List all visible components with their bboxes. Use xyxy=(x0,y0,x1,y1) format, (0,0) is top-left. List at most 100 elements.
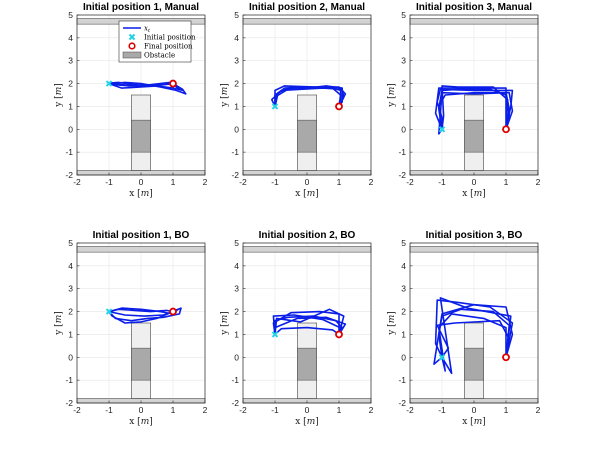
legend-label-final: Final position xyxy=(144,43,193,51)
y-tick-label: 3 xyxy=(401,284,406,294)
x-tick-label: -1 xyxy=(271,405,279,415)
y-tick-label: 0 xyxy=(401,352,406,362)
trajectory-series-4 xyxy=(274,87,342,108)
y-tick-label: -2 xyxy=(231,398,239,408)
subplot-title: Initial position 3, BO xyxy=(426,230,523,241)
x-tick-label: -1 xyxy=(105,405,113,415)
final-position-marker xyxy=(169,307,177,316)
subplot-title: Initial position 2, Manual xyxy=(249,2,365,13)
y-tick-label: 1 xyxy=(234,329,239,339)
y-tick-label: 2 xyxy=(234,79,239,89)
trajectory-series-3 xyxy=(108,310,174,324)
trajectory-series-2 xyxy=(434,87,507,131)
x-axis-label: x [m] xyxy=(462,417,486,427)
x-tick-label: -2 xyxy=(73,177,81,187)
final-position-marker xyxy=(502,353,510,362)
y-tick-label: 3 xyxy=(401,56,406,66)
wall xyxy=(409,246,539,253)
y-tick-label: -2 xyxy=(398,398,406,408)
trajectory-series-3 xyxy=(108,82,184,92)
y-tick-label: -1 xyxy=(398,375,406,385)
initial-position-marker xyxy=(105,80,113,87)
x-axis-label: x [m] xyxy=(295,189,319,199)
trajectory-series-5 xyxy=(108,310,174,317)
y-tick-label: 3 xyxy=(234,284,239,294)
trajectory-series-6 xyxy=(272,314,344,336)
x-tick-label: 0 xyxy=(305,177,310,187)
trajectory-series-4 xyxy=(433,303,514,365)
y-tick-label: -1 xyxy=(231,147,239,157)
obstacle-core xyxy=(297,119,317,153)
y-tick-label: 0 xyxy=(234,124,239,134)
y-tick-label: 2 xyxy=(234,307,239,317)
x-tick-label: 1 xyxy=(504,405,509,415)
y-axis-label: y [m] xyxy=(54,311,64,336)
legend-label-trajectory: xt xyxy=(144,25,151,35)
x-axis-label: x [m] xyxy=(129,189,153,199)
y-tick-label: 4 xyxy=(68,33,73,43)
y-tick-label: 2 xyxy=(68,79,73,89)
y-tick-label: -1 xyxy=(65,375,73,385)
y-tick-label: 4 xyxy=(401,261,406,271)
obstacle-core xyxy=(464,347,484,381)
y-tick-label: 0 xyxy=(401,124,406,134)
x-tick-label: 1 xyxy=(337,177,342,187)
subplot-6: -2 -1 0 1 2 -2 -1 0 1 2 3 4 5 Initial position 3, BO x… xyxy=(387,230,541,427)
y-tick-label: 4 xyxy=(68,261,73,271)
x-tick-label: 0 xyxy=(139,405,144,415)
final-position-marker xyxy=(335,330,343,339)
legend-label-initial: Initial position xyxy=(144,34,196,42)
initial-position-marker xyxy=(105,308,113,315)
trajectory-series-4 xyxy=(108,81,187,95)
trajectory-series-4 xyxy=(437,91,514,131)
subplot-title: Initial position 1, BO xyxy=(93,230,190,241)
y-tick-label: 1 xyxy=(401,101,406,111)
subplot-title: Initial position 3, Manual xyxy=(416,2,532,13)
trajectory-series-4 xyxy=(274,308,345,336)
y-tick-label: 1 xyxy=(401,329,406,339)
x-tick-label: 1 xyxy=(171,177,176,187)
initial-position-marker xyxy=(271,103,279,110)
subplot-title: Initial position 1, Manual xyxy=(83,2,199,13)
x-tick-label: -2 xyxy=(239,177,247,187)
wall xyxy=(76,246,206,253)
subplot-title: Initial position 2, BO xyxy=(259,230,356,241)
x-tick-label: -1 xyxy=(438,177,446,187)
y-tick-label: 1 xyxy=(234,101,239,111)
y-tick-label: 4 xyxy=(234,33,239,43)
y-tick-label: 0 xyxy=(68,124,73,134)
y-tick-label: 3 xyxy=(68,284,73,294)
y-tick-label: -2 xyxy=(65,170,73,180)
obstacle-core xyxy=(131,347,151,381)
initial-position-marker xyxy=(271,331,279,338)
y-tick-label: -1 xyxy=(65,147,73,157)
y-tick-label: 4 xyxy=(401,33,406,43)
y-tick-label: 2 xyxy=(68,307,73,317)
trajectory-series-4 xyxy=(108,307,179,315)
trajectory-series-5 xyxy=(274,85,347,108)
trajectory-series-5 xyxy=(274,326,340,336)
y-tick-label: 5 xyxy=(401,238,406,248)
y-axis-label: y [m] xyxy=(387,311,397,336)
final-position-marker xyxy=(169,79,177,88)
y-tick-label: 3 xyxy=(68,56,73,66)
y-tick-label: 2 xyxy=(401,307,406,317)
x-tick-label: 1 xyxy=(504,177,509,187)
trajectory-series-2 xyxy=(434,299,514,359)
x-tick-label: -1 xyxy=(105,177,113,187)
x-axis-label: x [m] xyxy=(295,417,319,427)
x-tick-label: 0 xyxy=(139,177,144,187)
x-tick-label: 2 xyxy=(203,405,208,415)
x-tick-label: 1 xyxy=(337,405,342,415)
x-tick-label: 2 xyxy=(203,177,208,187)
x-tick-label: 2 xyxy=(536,405,541,415)
obstacle-core xyxy=(131,119,151,153)
legend-final-swatch xyxy=(128,42,136,50)
y-tick-label: 4 xyxy=(234,261,239,271)
y-axis-label: y [m] xyxy=(220,311,230,336)
y-tick-label: 5 xyxy=(234,238,239,248)
y-tick-label: 5 xyxy=(401,10,406,20)
x-tick-label: 2 xyxy=(536,177,541,187)
